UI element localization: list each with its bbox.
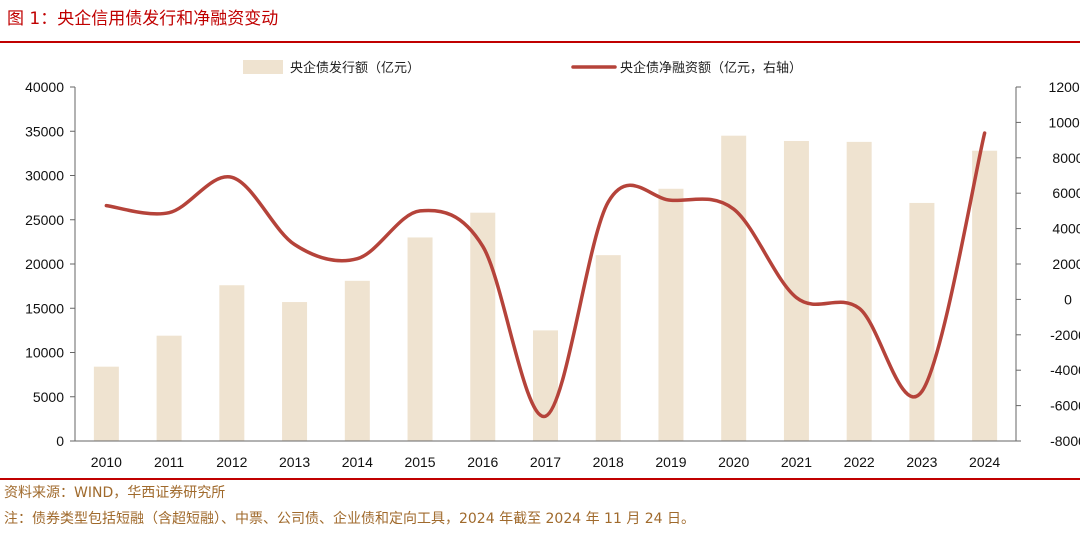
bar-2023 <box>909 202 935 441</box>
x-tick-label: 2017 <box>530 454 561 470</box>
y-left-tick-label: 10000 <box>25 345 64 361</box>
y-axis-right-ticks: 12000 10000 8000 6000 4000 2000 0 -2000 -4000 -60… <box>1016 79 1080 449</box>
y-left-tick-label: 30000 <box>25 168 64 184</box>
x-tick-label: 2024 <box>969 454 1000 470</box>
net-financing-line <box>104 131 987 418</box>
y-right-tick-label: 12000 <box>1049 79 1080 95</box>
x-tick-label: 2022 <box>844 454 875 470</box>
x-tick-label: 2019 <box>655 454 686 470</box>
chart-title: 图 1：央企信用债发行和净融资变动 <box>7 9 279 29</box>
y-left-tick-label: 20000 <box>25 256 64 272</box>
y-right-tick-label: 8000 <box>1052 150 1080 166</box>
y-right-tick-label: -6000 <box>1050 398 1080 414</box>
x-tick-label: 2016 <box>467 454 498 470</box>
source-note: 资料来源：WIND，华西证券研究所 <box>4 485 226 501</box>
y-left-tick-label: 15000 <box>25 300 64 316</box>
x-axis-ticks: 2010 2011 2012 2013 2014 2015 2016 2017 2018 2019… <box>91 454 1001 470</box>
y-right-tick-label: -8000 <box>1050 433 1080 449</box>
x-tick-label: 2020 <box>718 454 749 470</box>
legend: 央企债发行额（亿元） 央企债净融资额（亿元，右轴） <box>243 60 802 76</box>
bar-2018 <box>595 255 621 441</box>
bar-2013 <box>282 302 308 441</box>
x-tick-label: 2011 <box>154 454 184 470</box>
bar-2010 <box>93 366 119 441</box>
x-tick-label: 2018 <box>593 454 624 470</box>
x-tick-label: 2023 <box>906 454 937 470</box>
x-tick-label: 2010 <box>91 454 122 470</box>
y-right-tick-label: 0 <box>1064 291 1072 307</box>
legend-bar-label: 央企债发行额（亿元） <box>290 60 420 76</box>
bar-2020 <box>721 135 747 442</box>
y-left-tick-label: 25000 <box>25 212 64 228</box>
y-right-tick-label: -2000 <box>1050 327 1080 343</box>
bar-2022 <box>846 141 872 441</box>
x-tick-label: 2021 <box>781 454 812 470</box>
bar-2015 <box>407 237 433 441</box>
title-divider <box>0 41 1080 43</box>
bar-2011 <box>156 335 182 441</box>
legend-line-label: 央企债净融资额（亿元，右轴） <box>620 60 802 76</box>
bar-2017 <box>533 330 558 441</box>
bar-series <box>93 135 998 442</box>
y-left-tick-label: 0 <box>56 433 64 449</box>
y-right-tick-label: 4000 <box>1052 221 1080 237</box>
footer-divider <box>0 478 1080 480</box>
y-right-tick-label: 6000 <box>1052 185 1080 201</box>
y-axis-left-ticks: 40000 35000 30000 25000 20000 15000 10000 5000 0 <box>25 79 75 449</box>
footnote: 注：债券类型包括短融（含超短融）、中票、公司债、企业债和定向工具，2024 年截… <box>4 511 696 527</box>
y-left-tick-label: 35000 <box>25 123 64 139</box>
bar-2014 <box>344 280 370 441</box>
x-tick-label: 2015 <box>404 454 435 470</box>
y-left-tick-label: 40000 <box>25 79 64 95</box>
x-tick-label: 2012 <box>216 454 247 470</box>
y-left-tick-label: 5000 <box>33 389 64 405</box>
bar-2016 <box>470 212 496 441</box>
y-right-tick-label: 2000 <box>1052 256 1080 272</box>
bar-2019 <box>658 188 684 441</box>
bar-2012 <box>219 285 245 441</box>
x-tick-label: 2013 <box>279 454 310 470</box>
x-tick-label: 2014 <box>342 454 373 470</box>
legend-bar-swatch <box>243 60 283 74</box>
bar-2024 <box>972 150 998 441</box>
y-right-tick-label: -4000 <box>1050 362 1080 378</box>
y-right-tick-label: 10000 <box>1049 114 1080 130</box>
